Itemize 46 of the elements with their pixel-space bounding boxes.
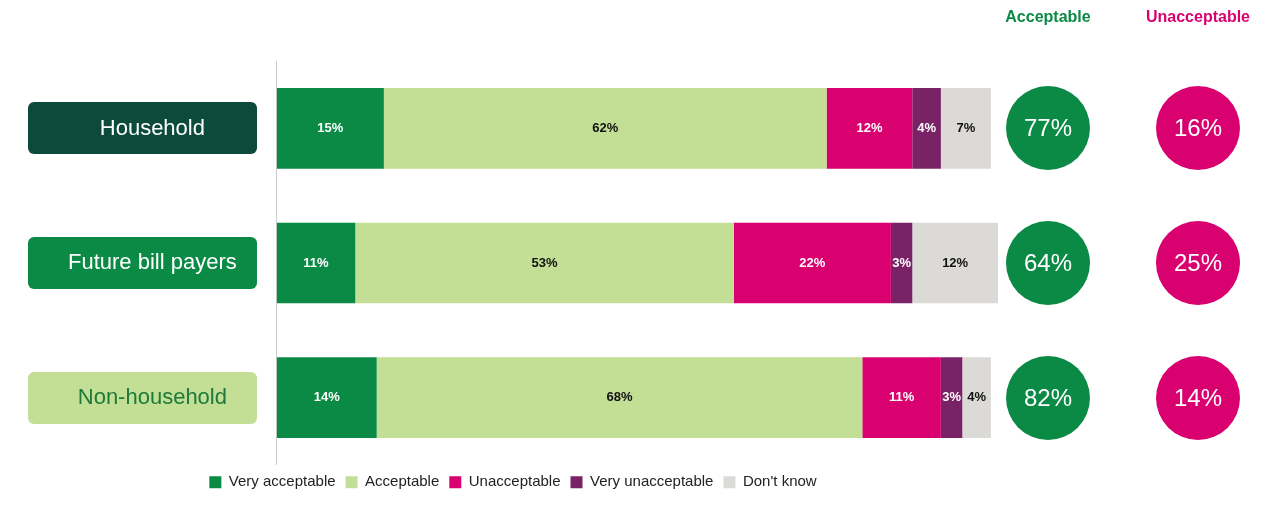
bar xyxy=(826,88,913,169)
bar xyxy=(276,88,384,169)
bar xyxy=(376,357,863,438)
bar xyxy=(962,357,991,438)
y-tick-label: Non-household xyxy=(77,383,227,409)
bar xyxy=(733,222,891,304)
data-label: 15% xyxy=(317,120,344,136)
data-label: 11% xyxy=(303,254,330,270)
circle-badge: 25% xyxy=(1156,221,1240,305)
data-label: 4% xyxy=(967,389,987,405)
bar xyxy=(383,88,827,169)
bar xyxy=(355,222,734,304)
data-label: 3% xyxy=(942,389,962,405)
data-label: 4% xyxy=(917,120,937,136)
bar xyxy=(940,357,963,438)
bar xyxy=(862,357,941,438)
data-label: 3% xyxy=(892,254,912,270)
text: Acceptable xyxy=(1004,8,1092,26)
data-label: 12% xyxy=(856,120,883,136)
bar xyxy=(940,88,991,169)
data-label: 53% xyxy=(531,254,558,270)
bar xyxy=(912,88,941,169)
legend-label: Very unacceptable xyxy=(590,472,714,490)
data-label: 11% xyxy=(888,389,915,405)
data-label: 22% xyxy=(799,254,826,270)
bar xyxy=(890,222,913,304)
data-label: 12% xyxy=(942,254,969,270)
y-tick-label: Household xyxy=(99,114,205,140)
bar xyxy=(276,222,356,304)
legend-label: Don't know xyxy=(742,472,817,490)
y-tick-label: Future bill payers xyxy=(67,249,237,275)
bar xyxy=(912,222,998,304)
circle-badge: 82% xyxy=(1006,355,1090,440)
legend-label: Very acceptable xyxy=(228,472,336,490)
circle-badge: 64% xyxy=(1006,221,1090,305)
legend-label: Unacceptable xyxy=(468,472,561,490)
data-label: 14% xyxy=(313,389,341,405)
bar xyxy=(276,357,377,438)
circle-badge: 16% xyxy=(1156,86,1240,171)
data-label: 68% xyxy=(606,389,633,405)
text: Unacceptable xyxy=(1144,8,1251,26)
data-label: 62% xyxy=(592,120,619,136)
circle-badge: 14% xyxy=(1156,355,1240,440)
circle-badge: 77% xyxy=(1006,86,1090,171)
data-label: 7% xyxy=(956,120,976,136)
legend-label: Acceptable xyxy=(365,472,440,490)
